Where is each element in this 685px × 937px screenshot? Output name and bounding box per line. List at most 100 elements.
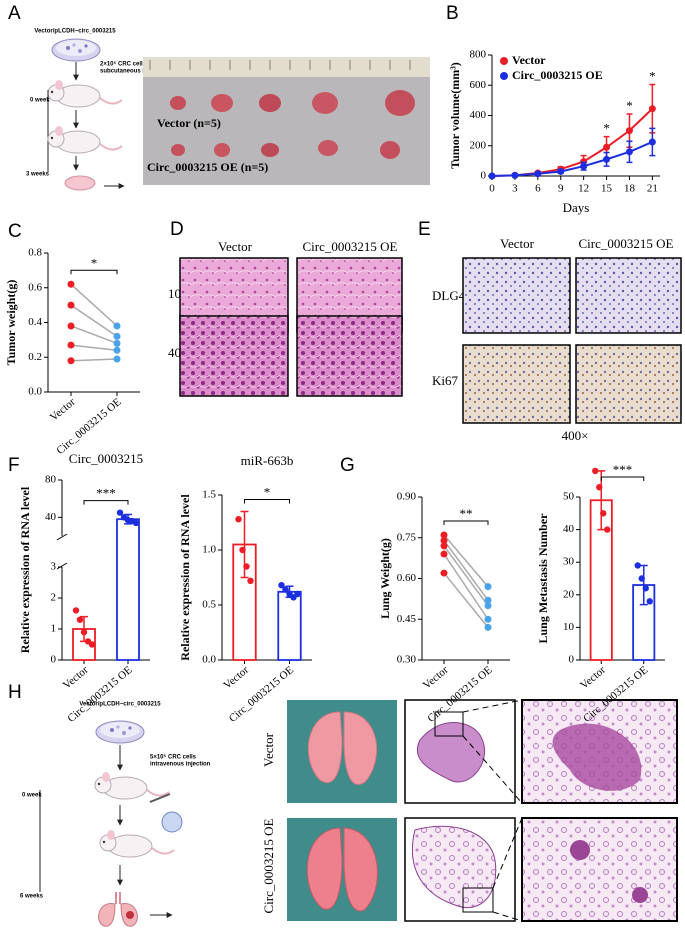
data-point [116,509,124,516]
series-line [491,107,654,177]
timepoint: 0 week [22,793,42,799]
panel-label: C [8,221,22,242]
column-label: Vector [500,236,535,251]
panel-label: E [418,219,431,240]
series-line [491,141,653,177]
y-axis-label: Lung Metastasis Number [536,513,550,644]
ihc-image [575,257,682,334]
tumor [385,90,415,116]
data-point [88,641,96,648]
pair-line [70,344,118,352]
data-point [484,583,492,591]
tumor [318,140,338,156]
timepoint: 3 weeks [26,172,50,178]
data-point [440,542,448,550]
mouse [99,829,175,858]
y-tick-label: 0.4 [28,316,42,328]
y-tick-label: 0.60 [397,572,417,584]
cell-icon [161,811,183,833]
x-axis-label: Days [563,200,590,215]
mouse [94,771,170,800]
ihc-image [462,344,571,424]
lung [307,711,378,785]
significance-bracket [70,269,118,275]
data-point [239,546,246,554]
data-point [440,550,448,558]
data-point [625,127,633,135]
y-tick-label: 40 [563,523,575,535]
tissue [411,825,497,909]
bar [277,590,302,661]
ihc-image [575,344,682,424]
x-tick-label: Vector [578,664,608,692]
lungs-icon [97,891,139,928]
y-tick-label: 0.5 [202,599,216,611]
legend-label: Circ_0003215 OE [512,68,603,82]
tumor-region [552,723,642,791]
x-tick-label: 3 [512,183,518,195]
significance-label: *** [96,486,116,501]
data-point [642,585,649,592]
data-point [113,355,121,363]
data-point [440,569,448,577]
histology-image [296,315,403,397]
data-point [440,531,448,539]
y-axis-label: Relative expression of RNA level [178,494,192,661]
data-point [113,346,121,354]
y-tick-label: 80 [45,474,57,486]
y-tick-label: 1.5 [202,489,216,501]
lung [306,827,378,912]
data-point [440,536,448,544]
injection-label: 2×10⁵ CRC cells [100,62,147,68]
injection-label: 5×10⁵ CRC cells [150,755,197,761]
axis-break [56,533,68,570]
data-point [592,467,599,475]
x-tick-label: 18 [624,183,636,195]
y-tick-label: 0 [481,170,487,182]
y-tick-label: 200 [470,139,487,151]
x-tick-label: 15 [601,183,613,195]
panel-label: D [170,219,184,240]
data-point [113,322,121,330]
error-bar [639,564,648,606]
data-point [247,577,254,584]
tumor [380,141,400,159]
y-tick-label: 1 [51,623,57,635]
row-label: DLG4 [432,288,466,303]
petri-dish [95,720,145,744]
y-tick-label: 3 [51,561,57,573]
tumor-photo [143,57,430,185]
magnification-label: 400× [562,428,589,443]
histology-image [179,315,289,397]
chart-title: miR-663b [241,453,294,468]
y-tick-label: 10 [563,621,575,633]
y-tick-label: 0.90 [397,491,417,503]
data-point [604,526,611,533]
data-point [132,519,140,527]
mouse [47,125,123,154]
y-tick-label: 2 [51,592,57,604]
significance-label: * [626,98,633,113]
data-point [603,155,611,163]
injection-label: intravenous injection [150,762,211,768]
data-point [113,339,121,347]
data-point [67,322,75,330]
timepoint: 6 weeks [20,894,44,900]
tumor-region [570,840,590,860]
y-tick-label: 400 [470,109,487,121]
x-tick-label: Vector [221,664,251,692]
pair-line [443,553,489,620]
y-axis-label: Tumor volume(mm³) [448,62,462,169]
significance-bracket [83,500,129,505]
panel-label: H [8,682,22,703]
data-point [484,602,492,610]
data-point [67,341,75,349]
panel-label: F [8,455,20,476]
data-point [282,586,289,593]
data-point [646,598,653,605]
data-point [596,484,603,491]
data-point [603,143,611,151]
significance-label: *** [613,462,633,477]
y-tick-label: 0.6 [28,281,42,293]
